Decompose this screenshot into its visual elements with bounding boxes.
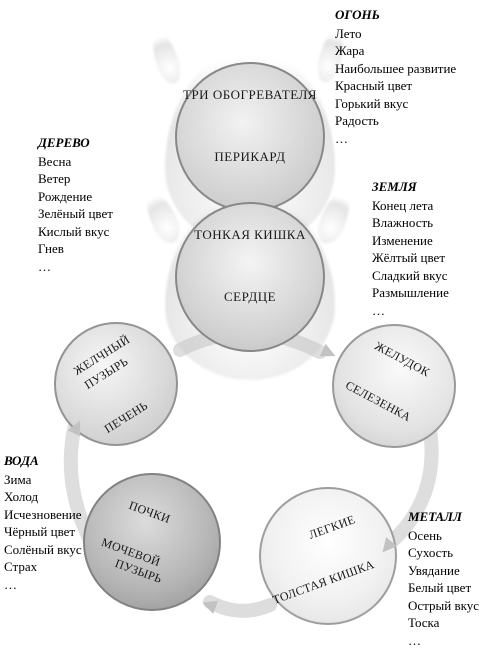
caption-wood: ДЕРЕВО Весна Ветер Рождение Зелёный цвет… xyxy=(38,134,113,275)
fire-bottom-lower: СЕРДЦЕ xyxy=(224,289,276,305)
caption-wood-title: ДЕРЕВО xyxy=(38,134,113,152)
caption-water-title: ВОДА xyxy=(4,452,82,470)
caption-earth: ЗЕМЛЯ Конец лета Влажность Изменение Жёл… xyxy=(372,178,449,319)
caption-fire: ОГОНЬ Лето Жара Наибольшее развитие Крас… xyxy=(335,6,456,147)
caption-earth-title: ЗЕМЛЯ xyxy=(372,178,449,196)
fire-top-upper: ТРИ ОБОГРЕВАТЕЛЯ xyxy=(183,87,317,103)
circle-fire-bottom: ТОНКАЯ КИШКА СЕРДЦЕ xyxy=(175,202,325,352)
caption-metal-title: МЕТАЛЛ xyxy=(408,508,479,526)
fire-bottom-upper: ТОНКАЯ КИШКА xyxy=(194,227,306,243)
caption-water: ВОДА Зима Холод Исчезновение Чёрный цвет… xyxy=(4,452,82,593)
fire-top-lower: ПЕРИКАРД xyxy=(214,149,285,165)
circle-fire-top: ТРИ ОБОГРЕВАТЕЛЯ ПЕРИКАРД xyxy=(175,62,325,212)
caption-metal: МЕТАЛЛ Осень Сухость Увядание Белый цвет… xyxy=(408,508,479,649)
caption-fire-title: ОГОНЬ xyxy=(335,6,456,24)
